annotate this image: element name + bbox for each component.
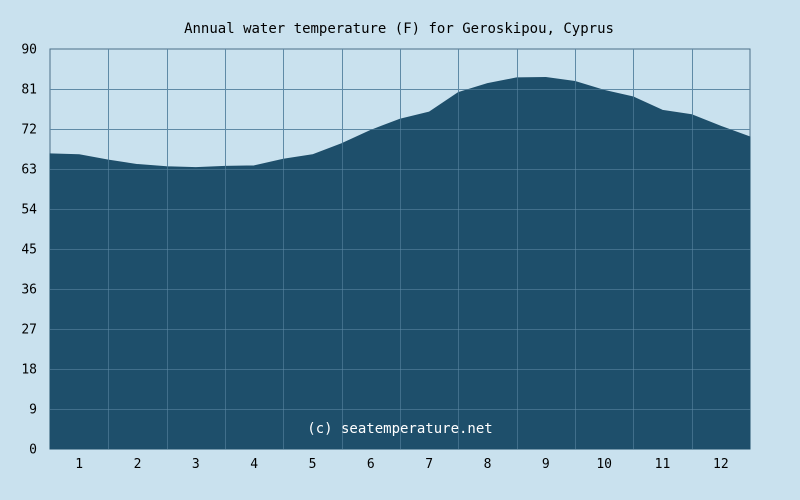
x-tick-label-10: 10 <box>596 457 612 472</box>
chart-title: Annual water temperature (F) for Geroski… <box>184 21 614 37</box>
x-axis-ticks: 1 2 3 4 5 6 7 8 9 10 11 12 <box>75 457 728 472</box>
x-tick-label-4: 4 <box>250 457 258 472</box>
x-tick-label-12: 12 <box>713 457 729 472</box>
y-tick-label-36: 36 <box>21 283 37 298</box>
x-tick-label-9: 9 <box>542 457 550 472</box>
y-tick-label-54: 54 <box>21 203 37 218</box>
y-tick-label-9: 9 <box>29 403 37 418</box>
x-tick-label-3: 3 <box>192 457 200 472</box>
x-tick-label-5: 5 <box>309 457 317 472</box>
x-tick-label-6: 6 <box>367 457 375 472</box>
y-tick-label-18: 18 <box>21 363 37 378</box>
y-tick-label-63: 63 <box>21 163 37 178</box>
y-tick-label-81: 81 <box>21 83 37 98</box>
y-tick-label-90: 90 <box>21 43 37 58</box>
x-tick-label-2: 2 <box>134 457 142 472</box>
y-tick-label-0: 0 <box>29 443 37 458</box>
y-tick-label-72: 72 <box>21 123 37 138</box>
x-tick-label-8: 8 <box>484 457 492 472</box>
x-tick-label-1: 1 <box>75 457 83 472</box>
x-tick-label-11: 11 <box>655 457 671 472</box>
copyright-annotation: (c) seatemperature.net <box>307 421 492 437</box>
y-tick-label-27: 27 <box>21 323 37 338</box>
y-tick-label-45: 45 <box>21 243 37 258</box>
grid-overlay <box>50 49 750 449</box>
x-tick-label-7: 7 <box>425 457 433 472</box>
y-axis-ticks: 0 9 18 27 36 45 54 63 72 81 90 <box>21 43 37 458</box>
